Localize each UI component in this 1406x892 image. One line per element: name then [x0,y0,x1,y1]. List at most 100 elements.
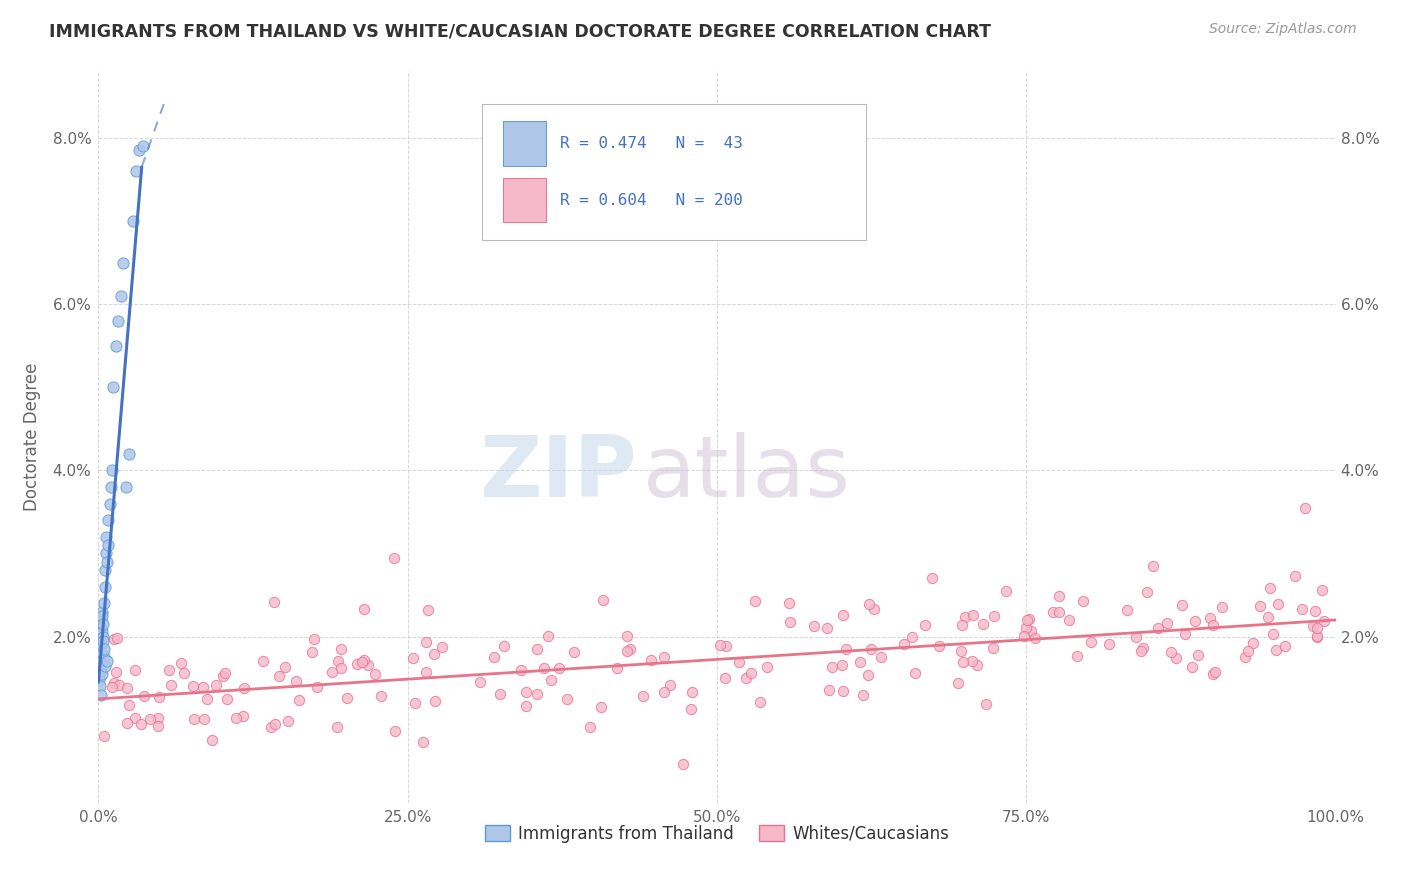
Point [952,656,974,670]
Point [953,609,976,624]
Point [90,621,112,635]
Point [714,639,737,653]
Point [616,629,638,643]
Point [1291,602,1313,616]
Point [181,679,204,693]
Point [1198,611,1220,625]
Point [983,608,1005,623]
Point [740,665,762,680]
Point [946,676,969,690]
Point [97,513,120,527]
Point [870,649,893,664]
Point [619,642,641,657]
Point [821,660,844,674]
Point [966,657,988,672]
Point [101,463,124,477]
Point [1202,666,1225,681]
Point [117,698,139,712]
Point [1142,558,1164,573]
Point [93,729,115,743]
Point [93,633,115,648]
Point [90,688,112,702]
Point [652,685,675,699]
Point [749,695,772,709]
Point [1116,602,1139,616]
Point [831,658,853,673]
Point [284,674,307,689]
Point [950,617,973,632]
Point [470,675,492,690]
Point [415,635,437,649]
Point [778,596,800,610]
Point [981,641,1004,656]
Point [1204,665,1226,679]
Point [1187,648,1209,662]
Point [430,640,453,654]
Point [1305,630,1327,644]
Point [744,594,766,608]
FancyBboxPatch shape [482,104,866,240]
Point [93,580,115,594]
Point [659,678,682,692]
Point [96,555,118,569]
Point [592,592,614,607]
Point [579,719,602,733]
Point [103,632,125,646]
Text: ZIP: ZIP [479,432,637,516]
Point [548,661,571,675]
Point [357,658,380,673]
Point [1249,599,1271,613]
Point [328,654,350,668]
Point [555,691,578,706]
Point [183,712,205,726]
Point [326,720,349,734]
Point [1306,629,1329,643]
Point [96,655,118,669]
Point [1302,619,1324,633]
Point [1258,581,1281,595]
Point [900,630,922,644]
Point [755,660,778,674]
Point [1071,594,1094,608]
Point [191,680,214,694]
Point [214,666,236,681]
Point [1129,644,1152,658]
Point [204,678,226,692]
Point [353,653,375,667]
Point [90,665,112,679]
Point [1156,615,1178,630]
Point [640,652,662,666]
Point [384,723,406,738]
Point [423,693,446,707]
Point [803,619,825,633]
Point [353,602,375,616]
Point [606,661,628,675]
Point [117,681,139,696]
Point [93,642,115,657]
Point [215,692,238,706]
Point [128,144,150,158]
Point [114,480,136,494]
Point [1057,613,1080,627]
Point [195,692,218,706]
Point [856,668,879,682]
Point [98,497,121,511]
Point [263,716,285,731]
Point [492,639,515,653]
Point [1024,632,1046,646]
Point [817,683,839,698]
Point [412,735,434,749]
Point [91,617,114,632]
Point [1018,611,1040,625]
Point [370,690,392,704]
Point [893,637,915,651]
Point [101,680,124,694]
Point [1080,635,1102,649]
Point [346,657,368,672]
Point [1015,613,1038,627]
Point [672,756,695,771]
Point [848,656,870,670]
Point [1171,598,1194,612]
Point [263,595,285,609]
Point [100,480,122,494]
